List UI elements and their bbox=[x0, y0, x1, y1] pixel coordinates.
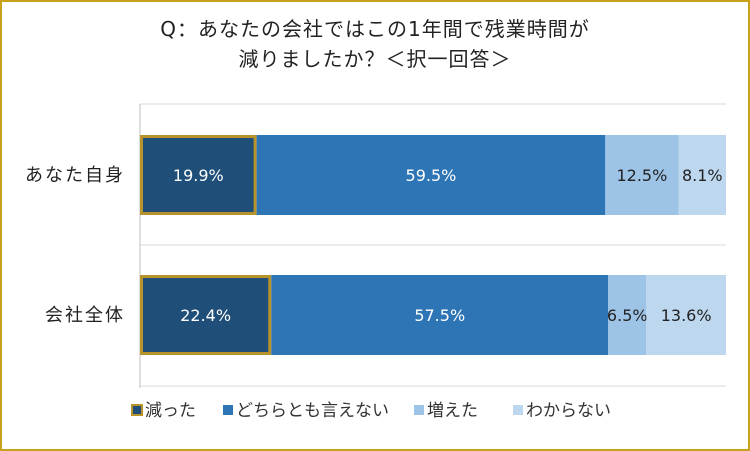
bar-segment bbox=[646, 275, 726, 355]
chart-title-line-2: 減りましたか？＜択一回答＞ bbox=[238, 47, 512, 71]
bar-segment bbox=[608, 275, 647, 355]
bar-segment bbox=[256, 135, 606, 215]
bar-segment bbox=[678, 135, 726, 215]
category-label: あなた自身 bbox=[25, 165, 125, 186]
legend-swatch bbox=[223, 405, 233, 415]
legend-label: 減った bbox=[145, 401, 196, 421]
data-label: 12.5% bbox=[616, 166, 667, 185]
legend-label: どちらとも言えない bbox=[236, 401, 389, 421]
bar-segment bbox=[140, 135, 257, 215]
bar-segment bbox=[271, 275, 609, 355]
bar-segment bbox=[605, 135, 679, 215]
data-label: 57.5% bbox=[414, 306, 465, 325]
chart-title-line-1: Q：あなたの会社ではこの1年間で残業時間が bbox=[160, 17, 590, 41]
data-label: 6.5% bbox=[607, 306, 648, 325]
data-label: 8.1% bbox=[682, 166, 723, 185]
legend-swatch bbox=[414, 405, 424, 415]
data-label: 22.4% bbox=[180, 306, 231, 325]
legend-swatch bbox=[131, 404, 143, 416]
category-label: 会社全体 bbox=[45, 305, 125, 326]
bar-segment bbox=[140, 275, 272, 355]
chart-title: Q：あなたの会社ではこの1年間で残業時間が 減りましたか？＜択一回答＞ bbox=[0, 14, 750, 74]
data-label: 59.5% bbox=[406, 166, 457, 185]
data-label: 19.9% bbox=[173, 166, 224, 185]
legend-label: 増えた bbox=[427, 401, 478, 421]
legend-label: わからない bbox=[526, 401, 611, 421]
data-label: 13.6% bbox=[661, 306, 712, 325]
legend-swatch bbox=[513, 405, 523, 415]
